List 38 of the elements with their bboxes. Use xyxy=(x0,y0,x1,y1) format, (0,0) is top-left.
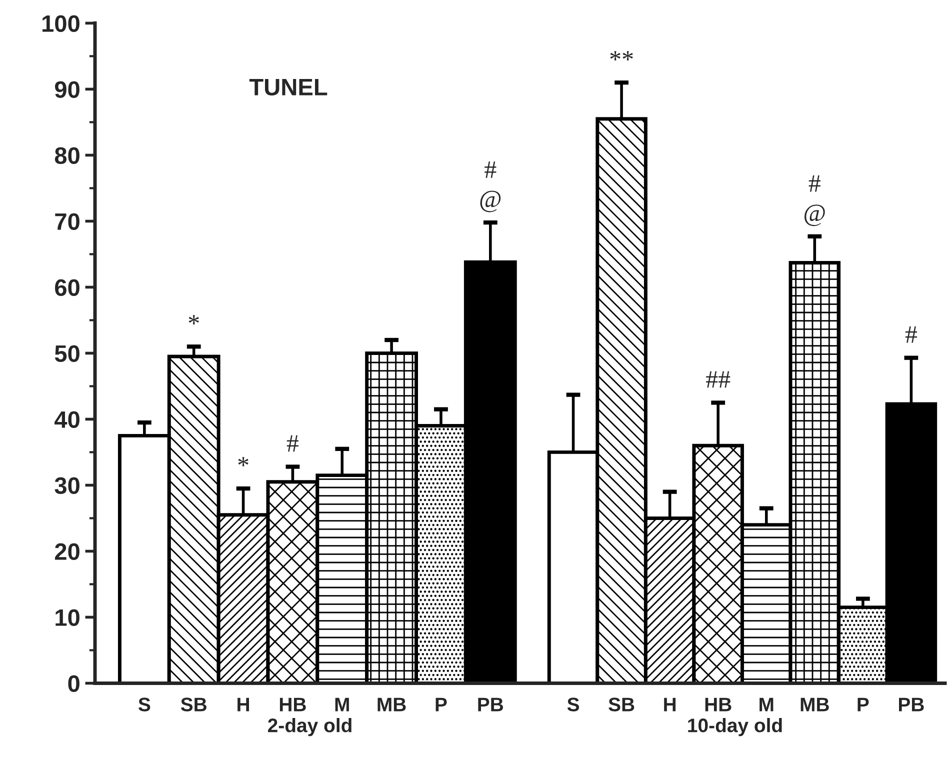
x-tick-label: PB xyxy=(899,698,924,712)
y-tick-label: 50 xyxy=(54,345,80,362)
y-tick-label: 100 xyxy=(42,15,80,32)
x-axis-title: 10-day old xyxy=(688,718,782,736)
x-tick-label: P xyxy=(436,698,447,712)
x-tick-label: H xyxy=(238,698,249,712)
annotation: * xyxy=(188,315,199,324)
x-tick-label: SB xyxy=(180,698,206,712)
x-tick-label: HB xyxy=(280,698,306,712)
annotation: ## xyxy=(706,371,730,388)
x-tick-label: M xyxy=(335,698,349,712)
y-tick-label: 20 xyxy=(54,543,80,560)
x-tick-label: P xyxy=(858,698,869,712)
y-tick-label: 30 xyxy=(54,477,80,494)
annotation: * xyxy=(238,457,248,466)
annotation: # xyxy=(905,326,918,343)
y-tick-label: 70 xyxy=(55,213,80,230)
x-tick-label: MB xyxy=(800,698,829,712)
text: TUNEL xyxy=(249,79,328,96)
annotation: # xyxy=(286,435,298,452)
y-tick-label: 80 xyxy=(54,147,80,164)
y-tick-label: 60 xyxy=(55,279,80,296)
x-tick-label: SB xyxy=(608,698,634,712)
x-tick-label: HB xyxy=(705,698,732,712)
x-tick-label: MB xyxy=(378,698,406,712)
y-tick-label: 10 xyxy=(56,609,80,626)
x-tick-label: S xyxy=(138,698,150,712)
x-axis-title: 2-day old xyxy=(268,718,352,736)
x-tick-label: M xyxy=(760,698,774,712)
annotation: # @ xyxy=(480,161,501,212)
y-tick-label: 40 xyxy=(54,411,80,428)
x-tick-label: PB xyxy=(478,698,504,712)
x-tick-label: H xyxy=(664,698,676,712)
y-tick-label: 90 xyxy=(54,81,80,98)
x-tick-label: S xyxy=(567,698,579,712)
annotation: ** xyxy=(610,51,633,60)
y-tick-label: 0 xyxy=(68,675,80,692)
annotation: # @ xyxy=(804,175,825,226)
